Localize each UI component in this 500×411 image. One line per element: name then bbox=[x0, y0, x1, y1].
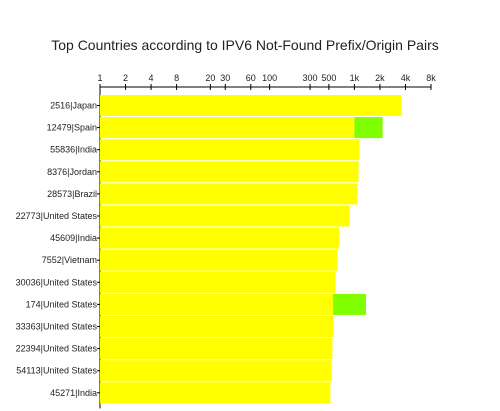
category-label: 174|United States bbox=[26, 299, 98, 309]
x-tick-label: 300 bbox=[303, 73, 318, 83]
x-tick-label: 2k bbox=[375, 73, 385, 83]
bar-segment-primary bbox=[100, 205, 350, 227]
category-label: 45271|India bbox=[50, 388, 97, 398]
x-tick-label: 1k bbox=[350, 73, 360, 83]
category-label: 28573|Brazil bbox=[47, 189, 97, 199]
x-tick-label: 30 bbox=[220, 73, 230, 83]
x-tick-label: 8k bbox=[426, 73, 436, 83]
bar-segment-secondary bbox=[354, 117, 383, 139]
bar-segment-primary bbox=[100, 382, 331, 404]
x-tick-label: 60 bbox=[246, 73, 256, 83]
bar-segment-primary bbox=[100, 360, 332, 382]
category-label: 22773|United States bbox=[16, 211, 98, 221]
bar-segment-primary bbox=[100, 316, 334, 337]
bar-layer bbox=[100, 95, 402, 404]
category-label: 2516|Japan bbox=[50, 101, 97, 111]
bar-segment-primary bbox=[100, 117, 355, 139]
x-tick-label: 8 bbox=[174, 73, 179, 83]
bar-segment-primary bbox=[100, 293, 334, 315]
category-label: 54113|United States bbox=[16, 366, 97, 376]
bar-segment-primary bbox=[100, 161, 359, 183]
x-tick-label: 1 bbox=[97, 73, 102, 83]
category-label: 22394|United States bbox=[16, 344, 98, 354]
chart-title: Top Countries according to IPV6 Not-Foun… bbox=[51, 37, 439, 53]
category-label: 8376|Jordan bbox=[47, 167, 97, 177]
category-label: 33363|United States bbox=[16, 322, 98, 332]
category-label: 55836|India bbox=[50, 145, 97, 155]
x-tick-label: 100 bbox=[262, 73, 277, 83]
category-label-layer: 2516|Japan 12479|Spain 55836|India 8376|Jor… bbox=[16, 101, 98, 398]
x-tick-label: 4k bbox=[401, 73, 411, 83]
bar-segment-primary bbox=[100, 249, 338, 271]
bar-segment-primary bbox=[100, 227, 340, 249]
bar-segment-primary bbox=[100, 271, 336, 293]
bar-segment-primary bbox=[100, 338, 333, 360]
bar-segment-primary bbox=[100, 95, 402, 116]
category-label: 12479|Spain bbox=[47, 123, 97, 133]
x-tick-label: 20 bbox=[205, 73, 215, 83]
x-tick-label: 500 bbox=[321, 73, 336, 83]
x-tick-label: 2 bbox=[123, 73, 128, 83]
bar-segment-secondary bbox=[333, 293, 367, 315]
category-label: 30036|United States bbox=[16, 277, 98, 287]
category-label: 45609|India bbox=[50, 233, 97, 243]
bar-segment-primary bbox=[100, 139, 360, 161]
x-tick-label: 4 bbox=[149, 73, 154, 83]
category-label: 7552|Vietnam bbox=[42, 255, 97, 265]
bar-segment-primary bbox=[100, 183, 358, 205]
